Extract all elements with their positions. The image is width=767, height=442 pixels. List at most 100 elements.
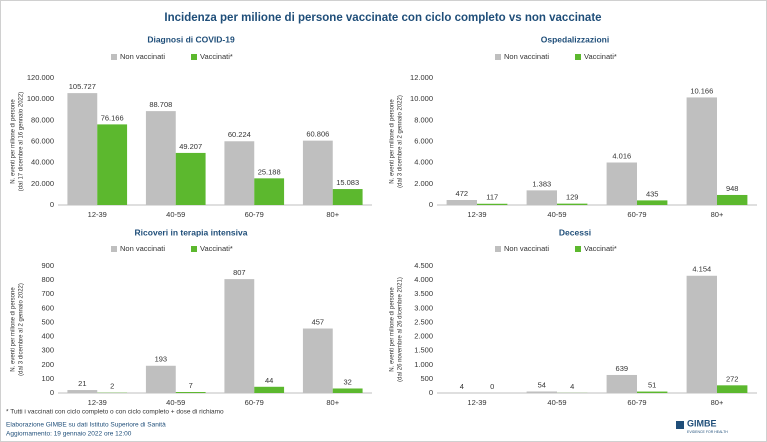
bar <box>477 203 508 205</box>
value-label: 88.708 <box>149 100 172 109</box>
value-label: 15.083 <box>336 178 359 187</box>
bar <box>332 189 363 205</box>
logo-tagline: EVIDENCE FOR HEALTH <box>687 430 728 434</box>
bar <box>145 365 176 393</box>
y-tick-label: 4.000 <box>414 275 433 284</box>
legend-label: Vaccinati* <box>200 244 233 253</box>
y-axis-label: (dal 26 novembre al 26 dicembre 2021) <box>398 277 404 382</box>
bar <box>145 111 176 205</box>
bar <box>637 391 668 393</box>
y-tick-label: 2.000 <box>414 179 433 188</box>
logo-icon <box>676 421 684 429</box>
value-label: 4.154 <box>692 265 711 274</box>
value-label: 4.016 <box>612 151 631 160</box>
y-axis-label: N. eventi per milione di persone <box>390 287 396 372</box>
value-label: 272 <box>726 374 739 383</box>
x-tick-label: 60-79 <box>627 398 646 407</box>
y-tick-label: 60.000 <box>31 136 54 145</box>
legend-label: Non vaccinati <box>120 52 165 61</box>
x-tick-label: 60-79 <box>245 398 264 407</box>
y-tick-label: 500 <box>420 374 433 383</box>
y-tick-label: 10.000 <box>410 94 433 103</box>
x-tick-label: 12-39 <box>88 210 107 219</box>
value-label: 948 <box>726 184 739 193</box>
y-tick-label: 200 <box>41 360 54 369</box>
x-tick-label: 80+ <box>711 210 724 219</box>
x-tick-label: 80+ <box>711 398 724 407</box>
legend-label: Non vaccinati <box>504 52 549 61</box>
y-axis-label: (dal 3 dicembre al 2 gennaio 2022) <box>398 95 404 188</box>
x-tick-label: 12-39 <box>467 398 486 407</box>
bar <box>302 140 333 205</box>
bar <box>175 392 206 393</box>
y-tick-label: 120.000 <box>27 73 54 82</box>
x-tick-label: 40-59 <box>547 210 566 219</box>
value-label: 4 <box>460 382 464 391</box>
value-label: 457 <box>312 317 325 326</box>
bar <box>686 97 717 205</box>
bar <box>224 279 255 393</box>
bar <box>67 390 98 393</box>
y-tick-label: 12.000 <box>410 73 433 82</box>
y-tick-label: 80.000 <box>31 115 54 124</box>
y-tick-label: 900 <box>41 261 54 270</box>
y-tick-label: 400 <box>41 332 54 341</box>
y-tick-label: 2.500 <box>414 317 433 326</box>
value-label: 44 <box>265 376 273 385</box>
bar <box>557 203 588 205</box>
legend-swatch <box>111 246 117 252</box>
y-tick-label: 0 <box>429 200 433 209</box>
updated: Aggiornamento: 19 gennaio 2022 ore 12:00 <box>6 431 132 438</box>
y-tick-label: 4.000 <box>414 158 433 167</box>
bar <box>97 124 128 205</box>
value-label: 10.166 <box>690 86 713 95</box>
bar <box>637 200 668 205</box>
legend-label: Vaccinati* <box>200 52 233 61</box>
value-label: 60.224 <box>228 130 251 139</box>
legend-swatch <box>111 54 117 60</box>
x-tick-label: 40-59 <box>166 398 185 407</box>
value-label: 2 <box>110 382 114 391</box>
bar <box>175 152 206 205</box>
bar <box>717 194 748 205</box>
logo-name: GIMBE <box>687 418 717 428</box>
y-tick-label: 6.000 <box>414 136 433 145</box>
value-label: 7 <box>189 381 193 390</box>
value-label: 117 <box>486 193 498 202</box>
y-tick-label: 4.500 <box>414 261 433 270</box>
value-label: 193 <box>155 355 168 364</box>
value-label: 129 <box>566 193 579 202</box>
x-tick-label: 40-59 <box>166 210 185 219</box>
value-label: 639 <box>616 364 629 373</box>
bar <box>332 388 363 393</box>
x-tick-label: 12-39 <box>467 210 486 219</box>
y-axis-label: N. eventi per milione di persone <box>11 287 17 372</box>
y-axis-label: (dal 17 dicembre al 16 gennaio 2022) <box>19 92 25 191</box>
y-tick-label: 300 <box>41 346 54 355</box>
legend-label: Vaccinati* <box>584 52 617 61</box>
bar <box>446 200 477 205</box>
y-tick-label: 0 <box>50 200 54 209</box>
y-tick-label: 8.000 <box>414 115 433 124</box>
value-label: 105.727 <box>69 82 96 91</box>
chart-title: Decessi <box>559 227 591 237</box>
value-label: 807 <box>233 268 246 277</box>
value-label: 21 <box>78 379 86 388</box>
bar <box>606 162 637 205</box>
value-label: 54 <box>538 380 546 389</box>
y-axis-label: N. eventi per milione di persone <box>11 99 17 184</box>
legend-label: Vaccinati* <box>584 244 617 253</box>
legend-swatch <box>495 54 501 60</box>
value-label: 25.188 <box>258 167 281 176</box>
y-tick-label: 100.000 <box>27 94 54 103</box>
value-label: 4 <box>570 382 574 391</box>
y-tick-label: 1.500 <box>414 346 433 355</box>
y-tick-label: 100 <box>41 374 54 383</box>
y-tick-label: 0 <box>429 388 433 397</box>
x-tick-label: 60-79 <box>627 210 646 219</box>
y-axis-label: (dal 3 dicembre al 2 gennaio 2022) <box>19 283 25 376</box>
bar <box>686 275 717 393</box>
x-tick-label: 80+ <box>326 210 339 219</box>
